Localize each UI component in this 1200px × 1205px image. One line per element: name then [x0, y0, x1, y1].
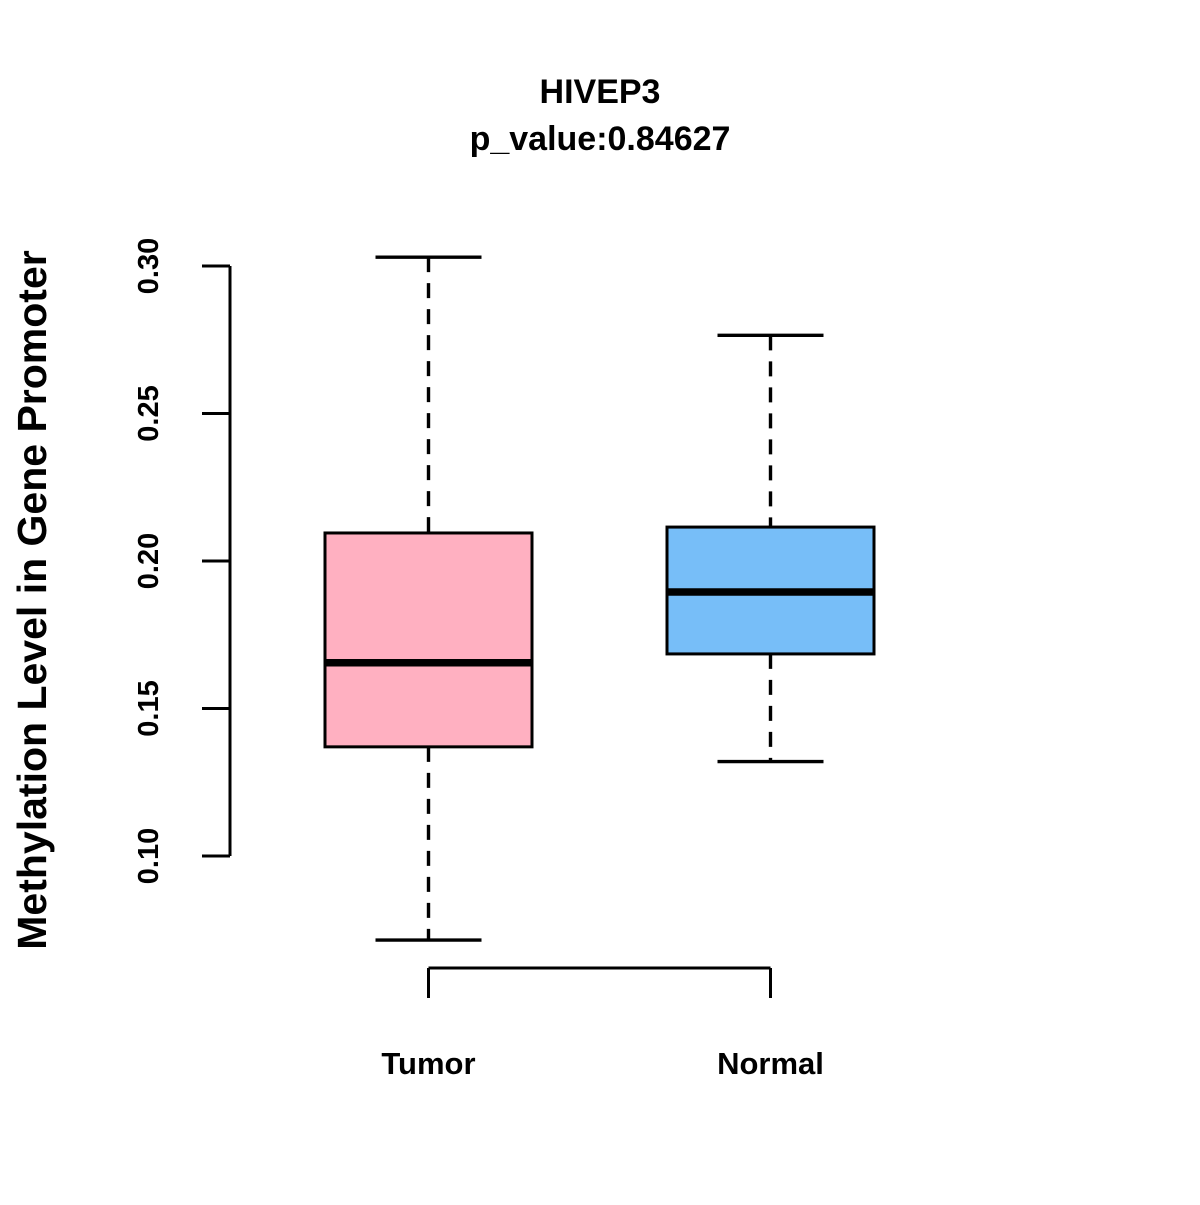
category-label: Normal: [717, 1046, 824, 1081]
y-tick-label: 0.25: [133, 385, 165, 441]
y-tick-label: 0.30: [133, 238, 165, 294]
x-ticks-group: Tumor Normal: [381, 968, 824, 1081]
y-axis-label: Methylation Level in Gene Promoter: [9, 250, 55, 949]
category-label: Tumor: [381, 1046, 475, 1081]
y-ticks-group: 0.10 0.15 0.20 0.25 0.30: [133, 238, 230, 884]
chart-title: HIVEP3: [540, 73, 661, 111]
chart-subtitle-pvalue: p_value:0.84627: [470, 120, 731, 158]
boxes-group: [323, 255, 876, 942]
y-tick-label: 0.10: [133, 828, 165, 884]
y-tick-label: 0.20: [133, 533, 165, 589]
y-tick-label: 0.15: [133, 680, 165, 736]
box-tumor: [323, 531, 534, 749]
